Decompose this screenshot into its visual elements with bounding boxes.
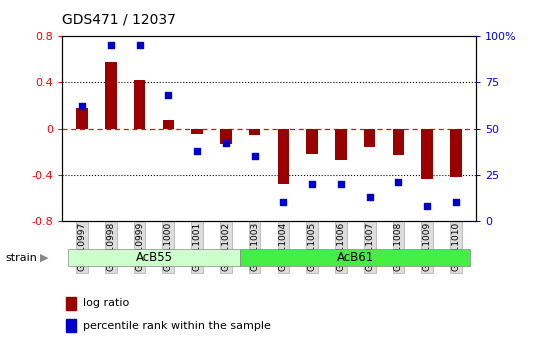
Point xyxy=(77,104,86,109)
Point xyxy=(107,43,115,48)
Text: ▶: ▶ xyxy=(40,253,49,263)
Bar xyxy=(278,128,289,184)
Bar xyxy=(220,128,231,144)
Point xyxy=(452,199,461,205)
Bar xyxy=(68,249,240,266)
Bar xyxy=(76,108,88,128)
Point xyxy=(135,43,144,48)
Bar xyxy=(364,128,376,147)
Bar xyxy=(162,120,174,128)
Text: AcB61: AcB61 xyxy=(337,251,374,264)
Bar xyxy=(192,128,203,134)
Bar xyxy=(66,319,76,333)
Point xyxy=(193,148,201,154)
Bar xyxy=(66,296,76,310)
Point xyxy=(365,194,374,199)
Text: AcB55: AcB55 xyxy=(136,251,172,264)
Text: strain: strain xyxy=(5,253,37,263)
Point xyxy=(279,199,288,205)
Bar xyxy=(249,128,260,136)
Point xyxy=(222,140,230,146)
Text: log ratio: log ratio xyxy=(83,298,129,308)
Point xyxy=(337,181,345,187)
Point xyxy=(250,154,259,159)
Bar xyxy=(134,80,145,128)
Bar xyxy=(393,128,404,155)
Point xyxy=(394,179,403,185)
Point xyxy=(308,181,316,187)
Bar xyxy=(240,249,470,266)
Point xyxy=(423,203,431,209)
Text: GDS471 / 12037: GDS471 / 12037 xyxy=(62,12,176,26)
Bar xyxy=(421,128,433,179)
Bar xyxy=(307,128,318,154)
Text: percentile rank within the sample: percentile rank within the sample xyxy=(83,321,271,331)
Bar xyxy=(450,128,462,177)
Bar xyxy=(335,128,346,160)
Point xyxy=(164,92,173,98)
Bar xyxy=(105,62,117,128)
